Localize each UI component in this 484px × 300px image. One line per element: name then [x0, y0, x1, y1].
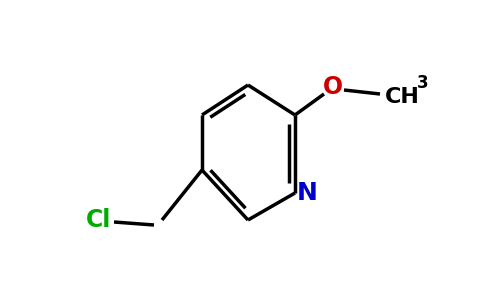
Text: CH: CH: [385, 87, 420, 107]
Text: Cl: Cl: [86, 208, 112, 232]
Text: 3: 3: [417, 74, 429, 92]
Text: O: O: [323, 75, 343, 99]
Text: N: N: [297, 181, 318, 205]
